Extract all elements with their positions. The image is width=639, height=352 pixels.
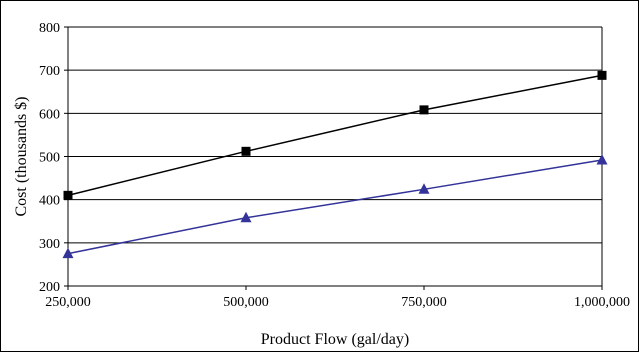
x-tick-label: 250,000 xyxy=(45,295,91,310)
data-point-triangle xyxy=(240,211,252,223)
y-tick-label: 500 xyxy=(39,151,60,166)
data-point-square xyxy=(63,190,73,200)
data-point-triangle xyxy=(596,153,608,165)
y-axis-ticks: 200 300 400 500 600 700 800 xyxy=(39,21,68,295)
series-2 xyxy=(62,153,608,259)
x-tick-label: 500,000 xyxy=(223,295,269,310)
data-point-square xyxy=(419,105,429,115)
x-axis-title: Product Flow (gal/day) xyxy=(261,331,409,348)
data-point-square xyxy=(241,146,251,156)
x-tick-label: 750,000 xyxy=(401,295,447,310)
x-tick-label: 1,000,000 xyxy=(574,295,630,310)
y-tick-label: 400 xyxy=(39,194,60,209)
y-tick-label: 600 xyxy=(39,107,60,122)
gridlines xyxy=(68,26,602,244)
data-point-triangle xyxy=(62,247,74,259)
series-1 xyxy=(63,70,607,200)
data-point-triangle xyxy=(418,183,430,194)
y-tick-label: 800 xyxy=(39,21,60,36)
y-tick-label: 300 xyxy=(39,237,60,252)
series-line xyxy=(67,159,603,255)
y-tick-label: 700 xyxy=(39,64,60,79)
y-tick-label: 200 xyxy=(39,280,60,295)
data-point-square xyxy=(597,70,607,80)
series-line xyxy=(67,74,603,197)
y-axis-title: Cost (thousands $) xyxy=(13,97,30,217)
series-layer xyxy=(62,70,608,259)
x-axis-ticks: 250,000 500,000 750,000 1,000,000 xyxy=(45,286,630,310)
